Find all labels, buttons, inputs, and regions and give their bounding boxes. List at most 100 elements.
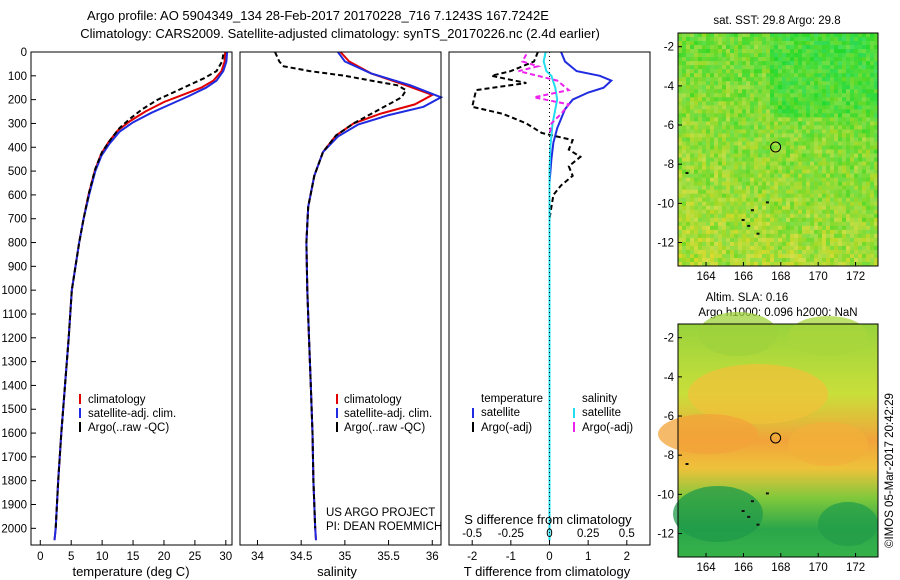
sst-cell bbox=[754, 165, 759, 170]
sst-cell bbox=[870, 125, 875, 130]
sst-cell bbox=[834, 73, 839, 78]
sst-cell bbox=[786, 257, 791, 263]
sst-cell bbox=[698, 193, 703, 199]
sst-cell bbox=[766, 81, 771, 86]
sst-cell bbox=[814, 261, 819, 267]
sst-cell bbox=[722, 213, 727, 219]
sst-cell bbox=[786, 249, 791, 255]
sst-cell bbox=[754, 61, 759, 66]
sst-cell bbox=[702, 217, 707, 223]
sst-cell bbox=[686, 261, 691, 267]
sst-cell bbox=[798, 113, 803, 118]
sst-cell bbox=[718, 185, 723, 191]
sst-cell bbox=[698, 137, 703, 142]
sst-cell bbox=[722, 133, 727, 138]
sst-cell bbox=[862, 181, 867, 187]
sst-cell bbox=[726, 57, 731, 62]
sst-cell bbox=[866, 153, 871, 158]
sst-cell bbox=[738, 121, 743, 126]
x-tick-label: 10 bbox=[96, 551, 109, 563]
sst-cell bbox=[802, 233, 807, 239]
sst-cell bbox=[762, 49, 767, 54]
sst-cell bbox=[722, 41, 727, 46]
sst-cell bbox=[794, 49, 799, 54]
series-line-s-satellite bbox=[542, 51, 559, 541]
sst-cell bbox=[766, 113, 771, 118]
sst-cell bbox=[818, 257, 823, 263]
sst-cell bbox=[826, 57, 831, 62]
sst-cell bbox=[782, 77, 787, 82]
sst-cell bbox=[722, 205, 727, 211]
sst-cell bbox=[862, 193, 867, 199]
sst-cell bbox=[690, 117, 695, 122]
sst-cell bbox=[710, 225, 715, 231]
sst-cell bbox=[734, 129, 739, 134]
sst-cell bbox=[810, 169, 815, 175]
sst-cell bbox=[726, 105, 731, 110]
sst-cell bbox=[706, 69, 711, 74]
sst-cell bbox=[846, 109, 851, 114]
sst-cell bbox=[870, 197, 875, 203]
sst-cell bbox=[874, 41, 879, 46]
sst-cell bbox=[694, 33, 699, 38]
sst-cell bbox=[806, 225, 811, 231]
sst-cell bbox=[826, 161, 831, 166]
sst-cell bbox=[830, 237, 835, 243]
sst-cell bbox=[790, 181, 795, 187]
sst-cell bbox=[782, 65, 787, 70]
sst-cell bbox=[874, 217, 879, 223]
sst-cell bbox=[758, 169, 763, 175]
sst-cell bbox=[834, 33, 839, 38]
sst-cell bbox=[726, 173, 731, 179]
sst-cell bbox=[862, 57, 867, 62]
sst-cell bbox=[762, 245, 767, 251]
sst-cell bbox=[686, 125, 691, 130]
sst-cell bbox=[690, 241, 695, 247]
sst-cell bbox=[858, 77, 863, 82]
sst-cell bbox=[718, 137, 723, 142]
sst-cell bbox=[690, 197, 695, 203]
x-tick-label: 0 bbox=[546, 551, 552, 563]
sst-cell bbox=[758, 129, 763, 134]
sst-cell bbox=[698, 165, 703, 170]
sst-cell bbox=[830, 77, 835, 82]
sst-cell bbox=[746, 53, 751, 58]
sst-cell bbox=[838, 177, 843, 183]
sst-cell bbox=[818, 137, 823, 142]
sst-cell bbox=[790, 105, 795, 110]
sst-cell bbox=[842, 65, 847, 70]
sst-cell bbox=[690, 89, 695, 94]
sst-cell bbox=[814, 73, 819, 78]
sst-cell bbox=[854, 217, 859, 223]
sst-cell bbox=[798, 49, 803, 54]
sst-cell bbox=[738, 257, 743, 263]
sst-cell bbox=[686, 173, 691, 179]
sst-cell bbox=[786, 221, 791, 227]
sla-blob bbox=[688, 364, 828, 424]
sst-cell bbox=[842, 69, 847, 74]
sst-cell bbox=[818, 77, 823, 82]
sst-cell bbox=[858, 101, 863, 106]
sst-cell bbox=[738, 125, 743, 130]
sst-cell bbox=[718, 41, 723, 46]
lon-tick-label: 164 bbox=[696, 562, 716, 574]
sst-cell bbox=[870, 65, 875, 70]
sst-cell bbox=[802, 101, 807, 106]
sst-cell bbox=[746, 141, 751, 146]
sst-cell bbox=[830, 173, 835, 179]
sst-cell bbox=[754, 113, 759, 118]
sst-cell bbox=[714, 157, 719, 162]
sst-cell bbox=[874, 149, 879, 154]
sst-cell bbox=[794, 105, 799, 110]
sst-cell bbox=[786, 89, 791, 94]
x-tick-label: 15 bbox=[127, 551, 140, 563]
sst-cell bbox=[774, 177, 779, 183]
sst-cell bbox=[794, 205, 799, 211]
sst-cell bbox=[874, 101, 879, 106]
sst-cell bbox=[714, 209, 719, 215]
sst-cell bbox=[798, 253, 803, 259]
sst-cell bbox=[750, 65, 755, 70]
sst-cell bbox=[742, 101, 747, 106]
sst-cell bbox=[754, 49, 759, 54]
sst-cell bbox=[718, 81, 723, 86]
